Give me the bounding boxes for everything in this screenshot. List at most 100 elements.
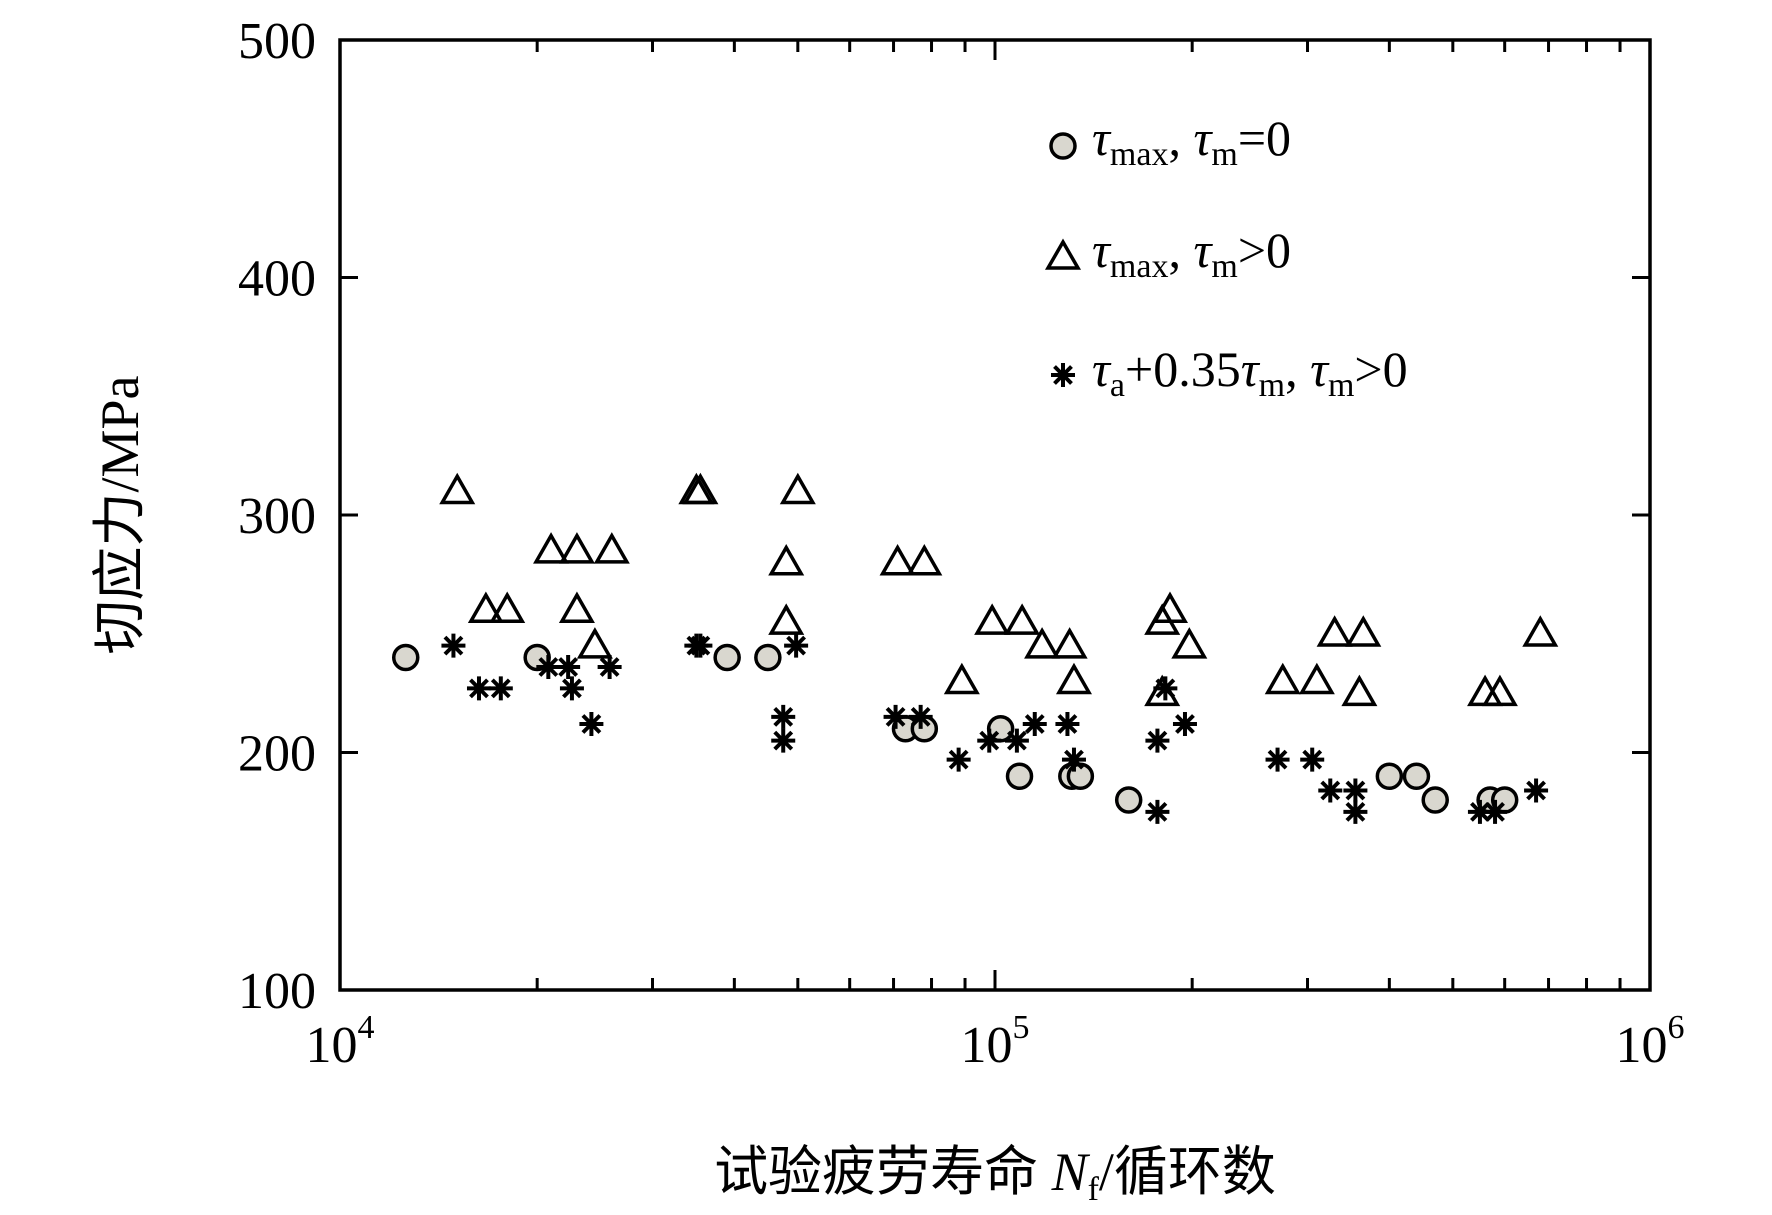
point-asterisk (1153, 676, 1178, 701)
legend-marker-circle (1049, 132, 1077, 160)
point-asterisk (441, 633, 466, 658)
point-asterisk (771, 728, 796, 753)
asterisk-stroke (1267, 749, 1288, 770)
asterisk-stroke (443, 635, 464, 656)
point-asterisk (466, 676, 491, 701)
legend-entry-3: τa+0.35τm, τm>0 (1092, 341, 1408, 404)
point-triangle (439, 472, 476, 505)
point-triangle (576, 627, 613, 659)
point-asterisk (1483, 799, 1508, 824)
tick-labels: 100 200 300 400 500 104 105 106 (238, 13, 1685, 1074)
point-asterisk (771, 704, 796, 729)
plot-frame (338, 38, 1652, 992)
point-asterisk (1172, 712, 1197, 736)
point-triangle (906, 543, 943, 576)
point-asterisk (977, 728, 1002, 753)
point-asterisk (908, 704, 933, 729)
point-asterisk (579, 712, 604, 736)
asterisk-stroke (948, 749, 969, 770)
point-triangle (1345, 615, 1382, 647)
point-circle (1005, 762, 1034, 790)
point-circle (1402, 762, 1431, 790)
asterisk-stroke (562, 678, 582, 699)
asterisk-stroke (910, 706, 931, 727)
point-asterisk (597, 655, 622, 679)
asterisk-stroke (490, 678, 511, 699)
asterisk-stroke (786, 635, 807, 656)
asterisk-stroke (1053, 365, 1073, 385)
asterisk-stroke (1470, 801, 1490, 822)
point-triangle (558, 532, 595, 564)
legend-entry-2: τmax, τm>0 (1092, 222, 1291, 285)
x-tick-label: 105 (961, 1009, 1030, 1074)
legend-entry-1: τmax, τm=0 (1092, 110, 1291, 173)
point-circle (713, 643, 741, 672)
point-triangle (1298, 662, 1335, 695)
point-asterisk (1265, 747, 1290, 772)
asterisk-stroke (1320, 780, 1341, 801)
asterisk-stroke (1006, 730, 1027, 751)
asterisk-stroke (1485, 801, 1505, 822)
point-triangle (533, 532, 570, 564)
point-triangle (1051, 627, 1088, 659)
point-asterisk (883, 704, 908, 729)
point-triangle (1522, 615, 1559, 647)
point-triangle (558, 591, 595, 623)
x-tick-label: 106 (1616, 1009, 1685, 1074)
point-asterisk (556, 655, 581, 679)
data-markers (391, 472, 1559, 824)
point-triangle (1151, 591, 1189, 623)
point-triangle (1481, 674, 1518, 707)
point-triangle (467, 591, 504, 623)
point-asterisk (1343, 799, 1368, 824)
x-axis-label-prefix: 试验疲劳寿命 (714, 1142, 1052, 1202)
point-triangle (768, 603, 805, 635)
point-triangle (974, 603, 1011, 635)
asterisk-stroke (1175, 714, 1195, 734)
point-triangle (1316, 615, 1353, 647)
y-tick-label: 100 (238, 963, 316, 1020)
point-asterisk (559, 676, 584, 701)
asterisk-stroke (538, 657, 559, 677)
asterisk-stroke (1064, 749, 1084, 770)
asterisk-stroke (1057, 714, 1078, 734)
asterisk-stroke (1345, 780, 1366, 801)
legend-asterisk-shape (1051, 363, 1075, 387)
asterisk-stroke (1526, 780, 1546, 801)
point-asterisk (1055, 712, 1080, 736)
point-asterisk (1343, 778, 1368, 803)
y-tick-label: 400 (238, 251, 316, 308)
asterisk-stroke (690, 635, 711, 656)
y-tick-label: 300 (238, 488, 316, 545)
x-axis-label-var: N (1051, 1142, 1091, 1202)
point-asterisk (1004, 728, 1029, 753)
point-circle (1375, 762, 1404, 790)
point-triangle (1024, 627, 1061, 659)
x-tick-label: 104 (306, 1009, 375, 1074)
legend-marker-asterisk (1051, 363, 1075, 387)
asterisk-stroke (1302, 749, 1323, 770)
point-triangle (1055, 662, 1092, 695)
asterisk-stroke (581, 714, 602, 734)
asterisk-stroke (599, 657, 620, 677)
legend: τmax, τm=0 τmax, τm>0 τa+0.35τm, τm>0 (1044, 110, 1408, 404)
point-asterisk (1061, 747, 1086, 772)
point-asterisk (784, 633, 809, 658)
legend-marker-triangle (1044, 238, 1082, 270)
series-triangle (439, 472, 1559, 707)
point-asterisk (1022, 712, 1047, 736)
x-axis-label-sub: f (1088, 1171, 1100, 1208)
point-triangle (768, 543, 805, 576)
point-asterisk (688, 633, 713, 658)
point-asterisk (1300, 747, 1325, 772)
series-asterisk (441, 633, 1549, 824)
y-axis-label: 切应力/MPa (90, 375, 150, 654)
point-circle (1421, 786, 1449, 814)
x-axis-label-suffix: /循环数 (1099, 1142, 1276, 1202)
y-tick-label: 200 (238, 726, 316, 783)
point-asterisk (1145, 799, 1170, 824)
point-triangle (879, 543, 916, 576)
asterisk-stroke (885, 706, 906, 727)
point-asterisk (488, 676, 513, 701)
point-circle (391, 643, 420, 672)
